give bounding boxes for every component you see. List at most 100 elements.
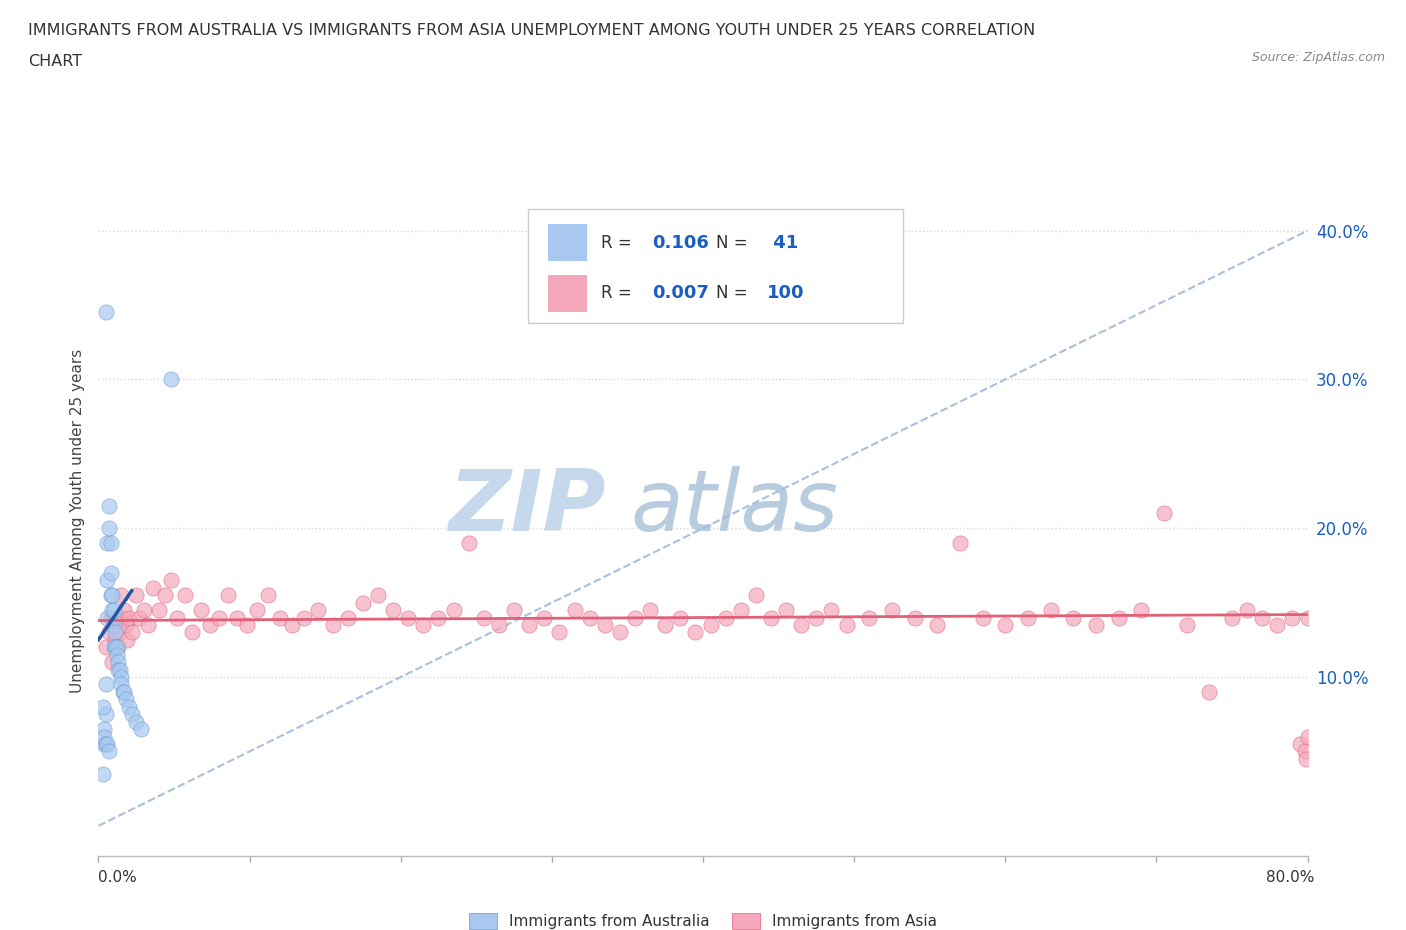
Point — [412, 618, 434, 632]
Point — [181, 625, 204, 640]
Point — [1289, 737, 1312, 751]
Point — [949, 536, 972, 551]
Point — [98, 744, 121, 759]
Point — [114, 618, 136, 632]
Point — [1039, 603, 1062, 618]
Point — [457, 536, 479, 551]
Point — [104, 632, 127, 647]
Point — [367, 588, 389, 603]
Point — [96, 737, 118, 751]
Point — [101, 588, 124, 603]
Point — [1296, 610, 1319, 625]
Point — [624, 610, 647, 625]
Point — [110, 670, 132, 684]
Point — [235, 618, 257, 632]
Legend: Immigrants from Australia, Immigrants from Asia: Immigrants from Australia, Immigrants fr… — [463, 907, 943, 930]
Point — [91, 699, 114, 714]
Point — [533, 610, 555, 625]
Point — [100, 565, 122, 580]
Point — [858, 610, 880, 625]
Point — [103, 618, 125, 632]
Point — [1281, 610, 1303, 625]
Point — [775, 603, 797, 618]
Point — [972, 610, 994, 625]
Point — [806, 610, 828, 625]
Point — [564, 603, 586, 618]
Point — [112, 684, 135, 699]
Point — [105, 640, 128, 655]
Point — [382, 603, 405, 618]
Text: R =: R = — [602, 233, 637, 252]
Point — [94, 737, 117, 751]
Text: ZIP: ZIP — [449, 466, 606, 549]
Point — [1085, 618, 1108, 632]
Point — [101, 655, 124, 670]
Text: 80.0%: 80.0% — [1267, 870, 1315, 884]
Text: CHART: CHART — [28, 54, 82, 69]
Point — [96, 610, 118, 625]
Point — [104, 625, 127, 640]
Text: R =: R = — [602, 285, 637, 302]
Point — [517, 618, 540, 632]
Text: 41: 41 — [768, 233, 799, 252]
Point — [166, 610, 188, 625]
Point — [322, 618, 344, 632]
Point — [281, 618, 304, 632]
Point — [714, 610, 737, 625]
Point — [98, 498, 121, 513]
Point — [160, 573, 183, 588]
Point — [96, 536, 118, 551]
Point — [125, 714, 148, 729]
Point — [443, 603, 465, 618]
Point — [396, 610, 419, 625]
Point — [107, 640, 129, 655]
Point — [269, 610, 291, 625]
Point — [118, 699, 141, 714]
Point — [669, 610, 692, 625]
Point — [256, 588, 278, 603]
Point — [292, 610, 315, 625]
Point — [105, 610, 128, 625]
Point — [1236, 603, 1258, 618]
Point — [548, 625, 571, 640]
Point — [98, 521, 121, 536]
Point — [994, 618, 1017, 632]
Point — [1251, 610, 1274, 625]
Point — [111, 610, 134, 625]
Point — [190, 603, 212, 618]
Point — [904, 610, 927, 625]
Point — [110, 588, 132, 603]
Point — [94, 677, 117, 692]
Point — [173, 588, 195, 603]
Point — [1062, 610, 1084, 625]
Point — [217, 588, 239, 603]
FancyBboxPatch shape — [548, 224, 586, 261]
Point — [100, 536, 122, 551]
Text: N =: N = — [716, 233, 754, 252]
Point — [1130, 603, 1153, 618]
Point — [1294, 744, 1316, 759]
Y-axis label: Unemployment Among Youth under 25 years: Unemployment Among Youth under 25 years — [69, 349, 84, 693]
Point — [101, 603, 124, 618]
Point — [654, 618, 676, 632]
Point — [103, 603, 125, 618]
Point — [1175, 618, 1198, 632]
Point — [153, 588, 176, 603]
Text: 100: 100 — [768, 285, 804, 302]
Point — [100, 610, 122, 625]
Point — [503, 603, 526, 618]
Point — [94, 305, 117, 320]
Point — [125, 588, 148, 603]
Point — [121, 707, 143, 722]
Point — [1295, 751, 1317, 766]
Text: 0.007: 0.007 — [652, 285, 709, 302]
Point — [307, 603, 329, 618]
Point — [114, 692, 136, 707]
Point — [108, 625, 131, 640]
Text: IMMIGRANTS FROM AUSTRALIA VS IMMIGRANTS FROM ASIA UNEMPLOYMENT AMONG YOUTH UNDER: IMMIGRANTS FROM AUSTRALIA VS IMMIGRANTS … — [28, 23, 1035, 38]
Point — [148, 603, 170, 618]
Point — [790, 618, 813, 632]
Point — [699, 618, 721, 632]
Point — [103, 618, 125, 632]
Point — [142, 580, 165, 595]
